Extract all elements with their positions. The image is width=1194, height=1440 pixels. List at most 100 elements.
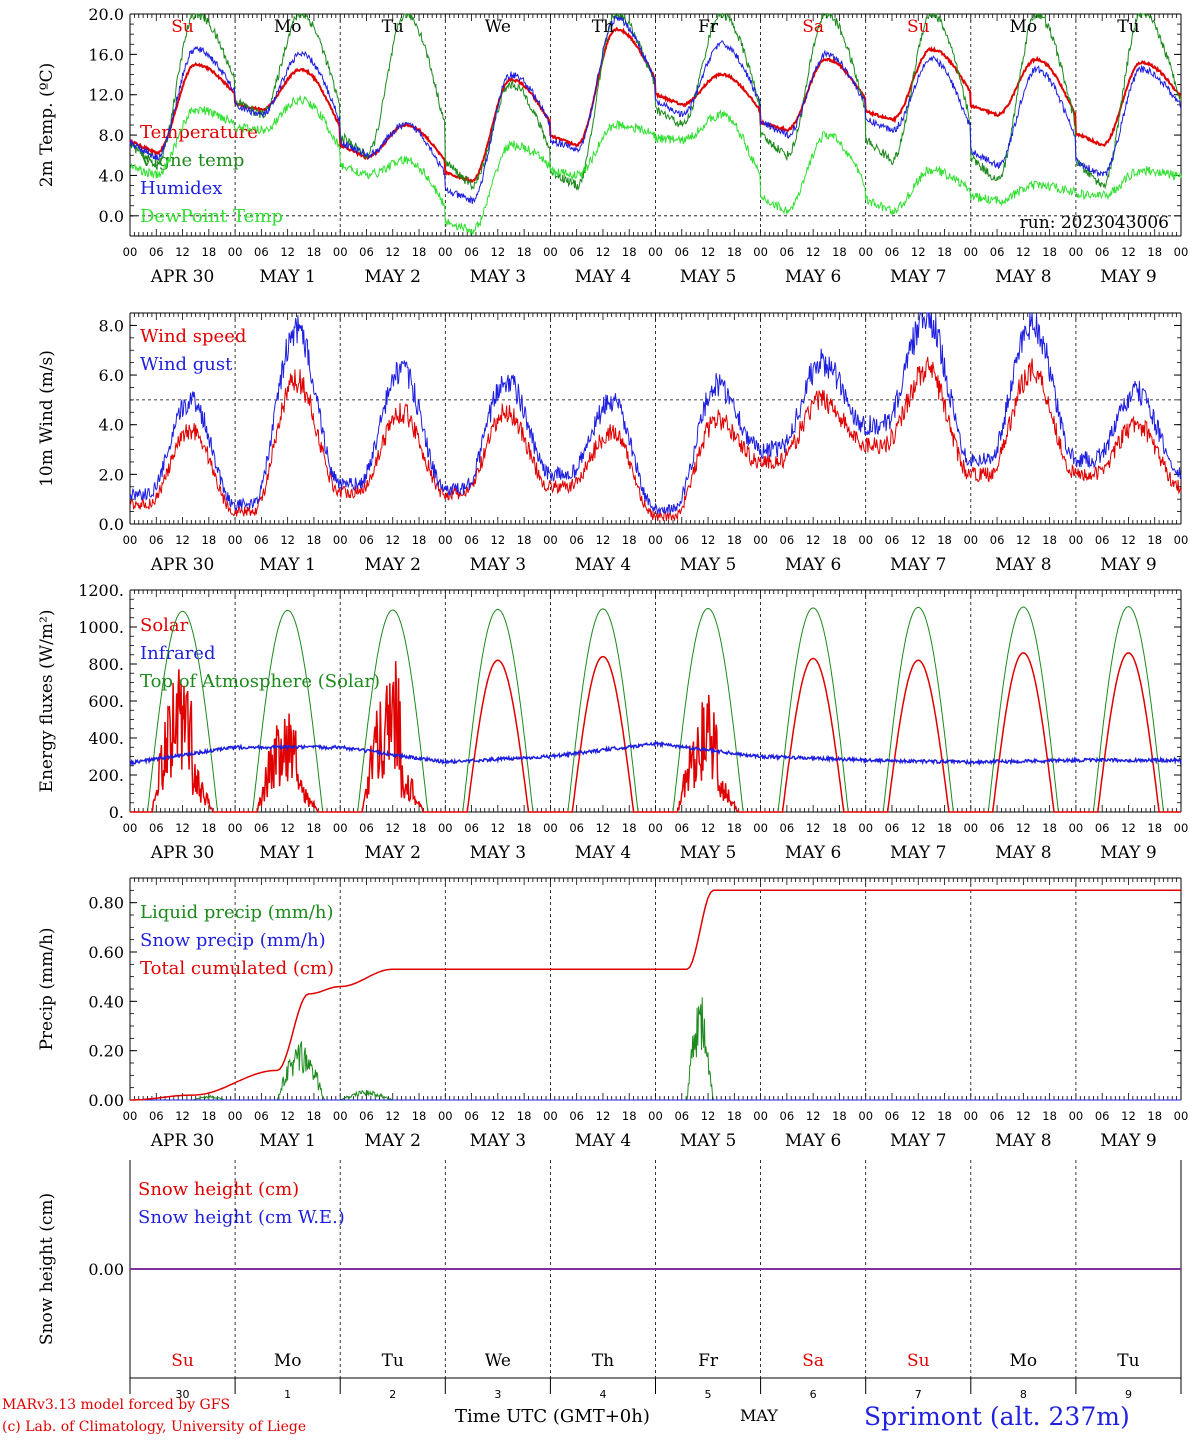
hour-tick-label: 18 (412, 533, 427, 547)
hour-tick-label: 06 (359, 533, 374, 547)
hour-tick-label: 06 (780, 1109, 795, 1123)
date-label: MAY 3 (470, 555, 526, 575)
series-line-wind-speed (129, 356, 1182, 522)
series-line-total-cumulated (130, 889, 1181, 1101)
y-tick-label: 200. (88, 766, 124, 785)
hour-tick-label: 18 (1147, 245, 1162, 259)
y-tick-label: 0.0 (99, 207, 124, 226)
hour-tick-label: 06 (254, 1109, 269, 1123)
hour-tick-label: 12 (596, 1109, 611, 1123)
date-label: APR 30 (150, 267, 215, 287)
hour-tick-label: 06 (254, 821, 269, 835)
weekday-label: We (485, 1351, 511, 1371)
weekday-label: Su (171, 17, 194, 37)
date-label: MAY 1 (259, 267, 315, 287)
hour-tick-label: 06 (885, 821, 900, 835)
hour-tick-label: 06 (359, 1109, 374, 1123)
legend-entry: Infrared (140, 643, 215, 664)
series-line-humidex (129, 15, 1182, 205)
series-line-vigne-temp (129, 12, 1182, 191)
legend-entry: DewPoint Temp (140, 206, 283, 227)
date-label: MAY 6 (785, 843, 841, 863)
date-label: MAY 7 (890, 555, 946, 575)
hour-tick-label: 18 (202, 245, 217, 259)
hour-tick-label: 06 (359, 245, 374, 259)
hour-tick-label: 06 (674, 1109, 689, 1123)
series-line-wind-gust (129, 312, 1182, 515)
hour-tick-label: 18 (937, 245, 952, 259)
hour-tick-label: 06 (569, 245, 584, 259)
time-axis-label: Time UTC (GMT+0h) (455, 1406, 650, 1427)
hour-tick-label: 18 (1147, 821, 1162, 835)
hour-tick-label: 12 (701, 1109, 716, 1123)
legend-entry: Snow height (cm W.E.) (138, 1207, 345, 1228)
hour-tick-label: 06 (464, 245, 479, 259)
hour-tick-label: 18 (307, 1109, 322, 1123)
hour-tick-label: 06 (464, 821, 479, 835)
hour-tick-label: 12 (911, 821, 926, 835)
hour-tick-label: 12 (596, 821, 611, 835)
date-label: MAY 3 (470, 267, 526, 287)
date-label: MAY 9 (1100, 267, 1156, 287)
hour-tick-label: 18 (412, 245, 427, 259)
hour-tick-label: 12 (491, 533, 506, 547)
hour-tick-label: 18 (727, 245, 742, 259)
date-label: MAY 5 (680, 555, 736, 575)
day-number-label: 4 (599, 1388, 606, 1401)
weekday-label: Fr (698, 17, 719, 37)
lab-credit: (c) Lab. of Climatology, University of L… (2, 1419, 307, 1435)
date-label: MAY 6 (785, 267, 841, 287)
hour-tick-label: 00 (1174, 245, 1189, 259)
y-tick-label: 4.0 (99, 166, 124, 185)
legend-entry: Wind gust (140, 354, 233, 375)
date-label: MAY 9 (1100, 555, 1156, 575)
hour-tick-label: 06 (990, 533, 1005, 547)
hour-tick-label: 06 (990, 1109, 1005, 1123)
legend-entry: Liquid precip (mm/h) (140, 902, 334, 923)
weekday-label: Sa (802, 1351, 824, 1371)
hour-tick-label: 06 (464, 1109, 479, 1123)
y-tick-label: 600. (88, 692, 124, 711)
y-tick-label: 1200. (78, 581, 124, 600)
hour-tick-label: 00 (858, 245, 873, 259)
hour-tick-label: 00 (963, 245, 978, 259)
hour-tick-label: 00 (123, 821, 138, 835)
hour-tick-label: 12 (806, 821, 821, 835)
hour-tick-label: 18 (622, 821, 637, 835)
hour-tick-label: 00 (963, 821, 978, 835)
y-tick-label: 800. (88, 655, 124, 674)
day-number-label: 6 (810, 1388, 817, 1401)
hour-tick-label: 00 (648, 533, 663, 547)
y-tick-label: 0. (109, 803, 124, 822)
hour-tick-label: 00 (963, 1109, 978, 1123)
hour-tick-label: 06 (254, 245, 269, 259)
hour-tick-label: 00 (858, 1109, 873, 1123)
hour-tick-label: 18 (1147, 533, 1162, 547)
hour-tick-label: 06 (569, 533, 584, 547)
date-label: MAY 4 (575, 1131, 631, 1151)
date-label: APR 30 (150, 843, 215, 863)
y-tick-label: 0.00 (88, 1091, 124, 1110)
hour-tick-label: 00 (333, 1109, 348, 1123)
hour-tick-label: 18 (622, 533, 637, 547)
hour-tick-label: 00 (333, 245, 348, 259)
hour-tick-label: 18 (727, 821, 742, 835)
weekday-label: Tu (1117, 1351, 1139, 1371)
hour-tick-label: 06 (885, 1109, 900, 1123)
weekday-label: Su (907, 17, 930, 37)
hour-tick-label: 12 (701, 245, 716, 259)
hour-tick-label: 00 (438, 245, 453, 259)
hour-tick-label: 12 (1016, 533, 1031, 547)
date-label: MAY 2 (365, 267, 421, 287)
hour-tick-label: 00 (228, 1109, 243, 1123)
hour-tick-label: 12 (911, 245, 926, 259)
y-tick-label: 0.60 (88, 943, 124, 962)
hour-tick-label: 18 (307, 245, 322, 259)
y-tick-label: 0.20 (88, 1042, 124, 1061)
hour-tick-label: 06 (464, 533, 479, 547)
station-label: Sprimont (alt. 237m) (864, 1402, 1130, 1431)
hour-tick-label: 18 (1042, 533, 1057, 547)
weekday-label: We (485, 17, 511, 37)
hour-tick-label: 12 (701, 533, 716, 547)
